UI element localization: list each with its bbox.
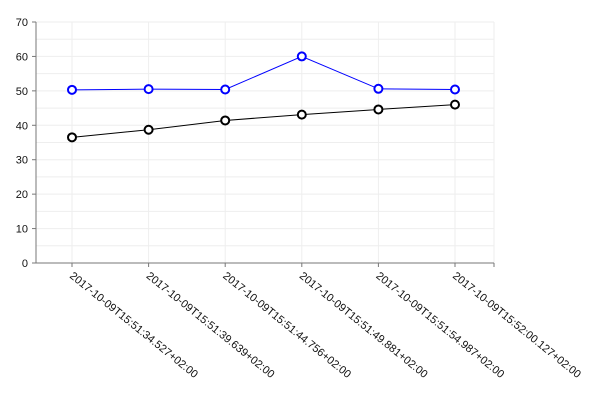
grid: [36, 21, 495, 264]
data-point: [143, 124, 154, 135]
data-point: [67, 84, 77, 95]
y-tick-label: 20: [16, 189, 28, 201]
axes: 0 10 20 30 40 50 60 70 2017-10-09T15:51:34.527+0…: [16, 17, 583, 381]
data-point: [143, 84, 154, 95]
x-tick-label: 2017-10-09T15:51:39.639+02:00: [144, 270, 277, 381]
x-tick-label: 2017-10-09T15:51:44.756+02:00: [220, 270, 353, 381]
data-point: [373, 83, 384, 94]
data-point: [220, 115, 231, 126]
data-point: [296, 51, 307, 62]
data-point: [373, 104, 384, 115]
x-tick-label: 2017-10-09T15:51:34.527+02:00: [67, 270, 200, 381]
series-layer: [67, 51, 460, 143]
x-tick-label: 2017-10-09T15:51:49.881+02:00: [297, 270, 430, 381]
data-point: [296, 109, 307, 120]
y-tick-label: 30: [16, 155, 28, 167]
data-point: [67, 132, 77, 143]
y-tick-label: 10: [16, 224, 28, 236]
y-tick-label: 50: [16, 86, 28, 98]
data-point: [450, 99, 460, 110]
y-tick-label: 60: [16, 51, 28, 63]
data-point: [450, 84, 460, 95]
data-point: [220, 84, 231, 95]
series-line: [71, 104, 456, 138]
y-tick-label: 40: [16, 120, 28, 132]
y-tick-label: 70: [16, 17, 28, 29]
x-tick-label: 2017-10-09T15:52:00.127+02:00: [450, 270, 583, 381]
y-tick-label: 0: [22, 258, 28, 270]
series-line: [71, 55, 456, 91]
x-tick-label: 2017-10-09T15:51:54.987+02:00: [374, 270, 507, 381]
